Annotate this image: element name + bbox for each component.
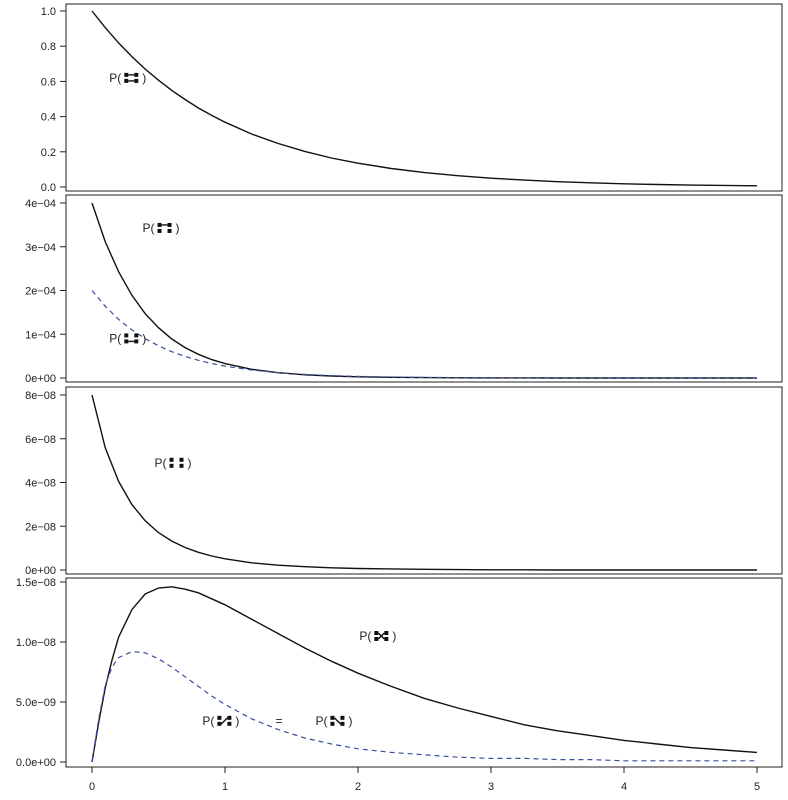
- y-tick-label: 0.0e+00: [16, 757, 56, 769]
- annotation-label: =: [276, 714, 283, 728]
- dimer-one-bond-bottom-icon: [124, 333, 139, 344]
- panel-3: 0e+00 2e−08 4e−08 6e−08 8e−08 P(): [25, 386, 783, 577]
- y-tick-label: 0e+00: [25, 373, 56, 385]
- annotation-label: P(): [109, 71, 146, 85]
- y-tick-label: 2e−08: [25, 521, 56, 533]
- annotation-text-close: ): [348, 714, 352, 728]
- panel-frame: [65, 194, 783, 383]
- annotation-text-close: ): [235, 714, 239, 728]
- annotation-text-close: ): [392, 629, 396, 643]
- annotation-text-close: ): [142, 71, 146, 85]
- annotation-text-open: P(: [143, 221, 155, 235]
- y-tick-label: 0.6: [41, 76, 56, 88]
- series-line-2-dashed: [91, 290, 757, 379]
- x-tick-label: 5: [754, 781, 760, 793]
- y-tick-label: 6e−08: [25, 434, 56, 446]
- y-tick-label: 4e−08: [25, 478, 56, 490]
- dimer-diagonal-up-bond-icon: [217, 715, 232, 726]
- series-line-2-dashed: [91, 650, 757, 763]
- y-tick-label: 1.5e−08: [16, 577, 56, 589]
- panel-4: 0.0e+005.0e−091.0e−081.5e−08P()P() = P()0 1…: [16, 577, 783, 793]
- x-tick-label: 2: [355, 781, 361, 793]
- series-line-1-solid: [91, 394, 757, 571]
- panel-frame: [65, 577, 783, 768]
- x-tick-label: 0: [89, 781, 95, 793]
- y-tick-label: 1.0e−08: [16, 637, 56, 649]
- annotation-text-close: ): [142, 331, 146, 345]
- x-tick-label: 1: [222, 781, 228, 793]
- panel-frame: [65, 3, 783, 192]
- panel-frame: [65, 386, 783, 575]
- y-tick-label: 5.0e−09: [16, 697, 56, 709]
- y-tick-label: 4e−04: [25, 198, 56, 210]
- dimer-crossed-bond-icon: [374, 631, 389, 641]
- annotation-label: P(): [359, 629, 396, 643]
- annotation-text-open: P(: [359, 629, 371, 643]
- dimer-both-bonded-icon: [124, 72, 139, 83]
- annotation-label: P(): [315, 714, 352, 728]
- series-line-1-solid: [91, 202, 757, 379]
- dimer-no-bond-icon: [169, 457, 184, 468]
- x-tick-label: 3: [488, 781, 494, 793]
- dimer-diagonal-down-bond-icon: [330, 715, 345, 726]
- annotation-text-open: P(: [315, 714, 327, 728]
- y-tick-label: 0e+00: [25, 565, 56, 577]
- y-tick-label: 0.2: [41, 147, 56, 159]
- annotation-equals: =: [276, 714, 283, 728]
- annotation-text-open: P(: [109, 71, 121, 85]
- series-line-1-solid: [91, 10, 758, 187]
- y-tick-label: 1.0: [41, 6, 56, 18]
- annotation-text-close: ): [176, 221, 180, 235]
- y-tick-label: 1e−04: [25, 329, 56, 341]
- y-tick-label: 2e−04: [25, 286, 56, 298]
- dimer-one-bond-top-icon: [157, 222, 172, 233]
- annotation-label: P(): [155, 456, 192, 470]
- y-tick-label: 8e−08: [25, 390, 56, 402]
- annotation-text-open: P(: [155, 456, 167, 470]
- annotation-label: P(): [109, 331, 146, 345]
- annotation-label: P(): [143, 221, 180, 235]
- x-tick-label: 4: [621, 781, 627, 793]
- panel-1: 0.0 0.2 0.4 0.6 0.8 1.0 P(): [41, 3, 783, 194]
- annotation-text-open: P(: [109, 331, 121, 345]
- y-tick-label: 0.8: [41, 41, 56, 53]
- y-tick-label: 3e−04: [25, 242, 56, 254]
- y-tick-label: 0.0: [41, 182, 56, 194]
- series-line-1-solid: [91, 586, 758, 763]
- y-tick-label: 0.4: [41, 112, 56, 124]
- annotation-text-open: P(: [202, 714, 214, 728]
- annotation-label: P(): [202, 714, 239, 728]
- annotation-text-close: ): [188, 456, 192, 470]
